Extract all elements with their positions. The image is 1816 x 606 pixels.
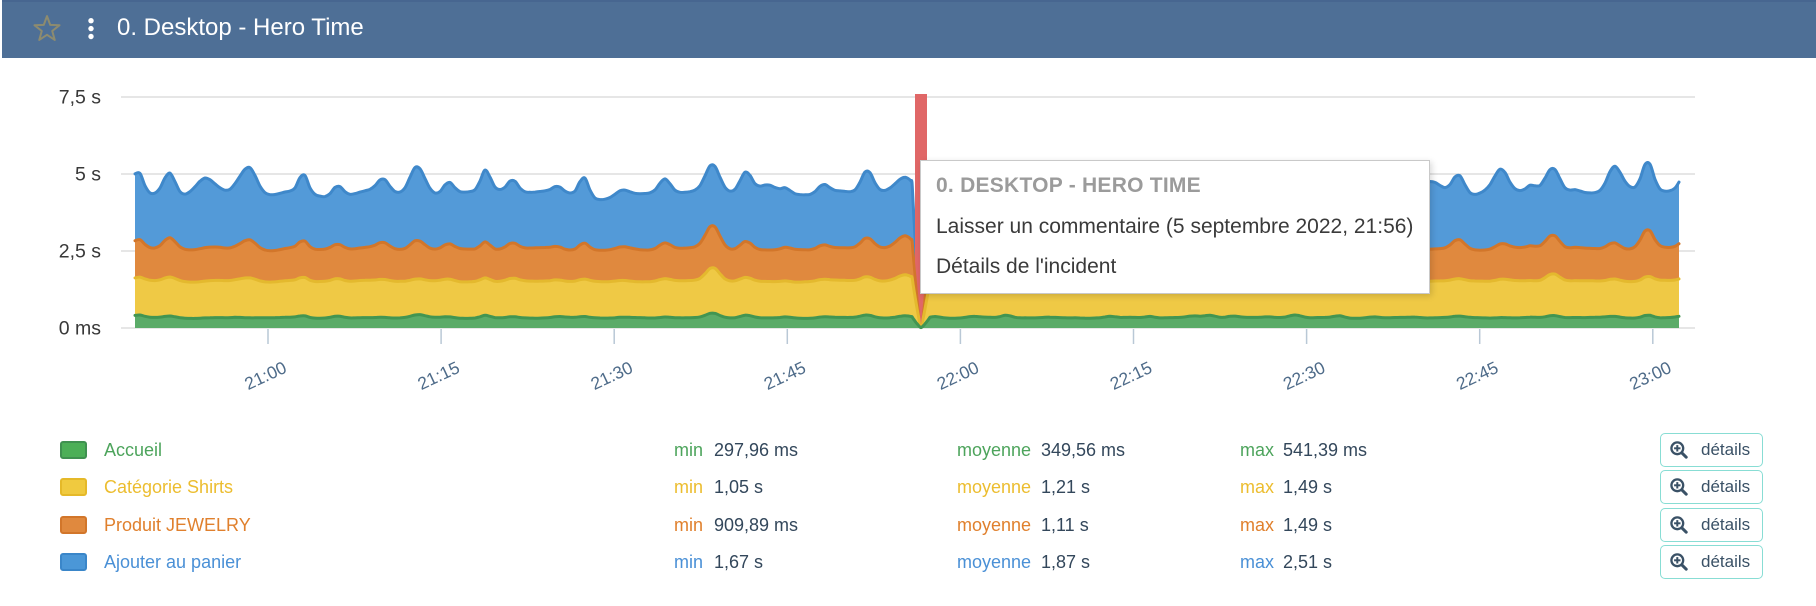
svg-text:21:15: 21:15 <box>414 357 462 394</box>
svg-text:21:45: 21:45 <box>761 357 809 394</box>
svg-text:22:00: 22:00 <box>934 357 982 394</box>
svg-text:21:00: 21:00 <box>241 357 289 394</box>
svg-text:0 ms: 0 ms <box>59 318 102 340</box>
svg-text:5 s: 5 s <box>75 164 101 186</box>
svg-text:22:30: 22:30 <box>1280 357 1328 394</box>
svg-text:22:15: 22:15 <box>1107 357 1155 394</box>
svg-text:21:30: 21:30 <box>588 357 636 394</box>
svg-text:22:45: 22:45 <box>1453 357 1501 394</box>
svg-text:23:00: 23:00 <box>1626 357 1674 394</box>
svg-text:2,5 s: 2,5 s <box>59 241 102 263</box>
svg-text:7,5 s: 7,5 s <box>59 87 102 109</box>
